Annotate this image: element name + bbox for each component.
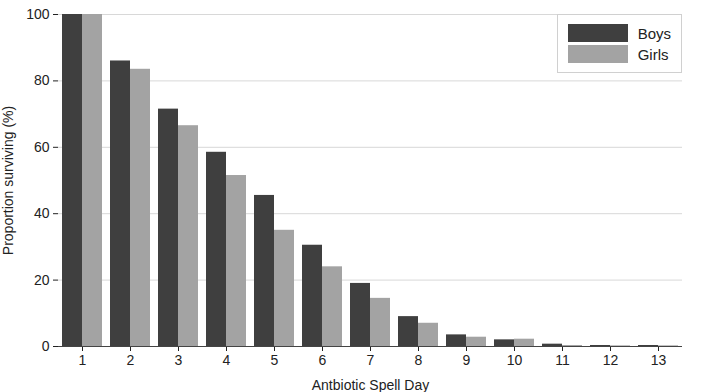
svg-text:3: 3 — [175, 352, 183, 368]
svg-text:60: 60 — [34, 139, 50, 155]
svg-text:2: 2 — [127, 352, 135, 368]
svg-text:Proportion surviving (%): Proportion surviving (%) — [0, 106, 16, 255]
svg-text:10: 10 — [507, 352, 523, 368]
svg-text:Antbiotic Spell Day: Antbiotic Spell Day — [312, 377, 430, 392]
svg-text:6: 6 — [319, 352, 327, 368]
svg-text:40: 40 — [34, 205, 50, 221]
svg-text:0: 0 — [42, 338, 50, 354]
svg-text:11: 11 — [555, 352, 570, 368]
svg-text:9: 9 — [463, 352, 471, 368]
svg-text:100: 100 — [26, 6, 50, 22]
svg-text:5: 5 — [271, 352, 279, 368]
html-text:Girls: Girls — [637, 45, 669, 63]
svg-text:20: 20 — [34, 272, 50, 288]
svg-text:7: 7 — [367, 352, 375, 368]
svg-text:12: 12 — [603, 352, 619, 368]
svg-text:8: 8 — [415, 352, 423, 368]
svg-text:1: 1 — [79, 352, 87, 368]
svg-text:13: 13 — [651, 352, 667, 368]
html-text:Boys: Boys — [637, 24, 671, 42]
svg-text:4: 4 — [223, 352, 231, 368]
svg-text:80: 80 — [34, 72, 50, 88]
